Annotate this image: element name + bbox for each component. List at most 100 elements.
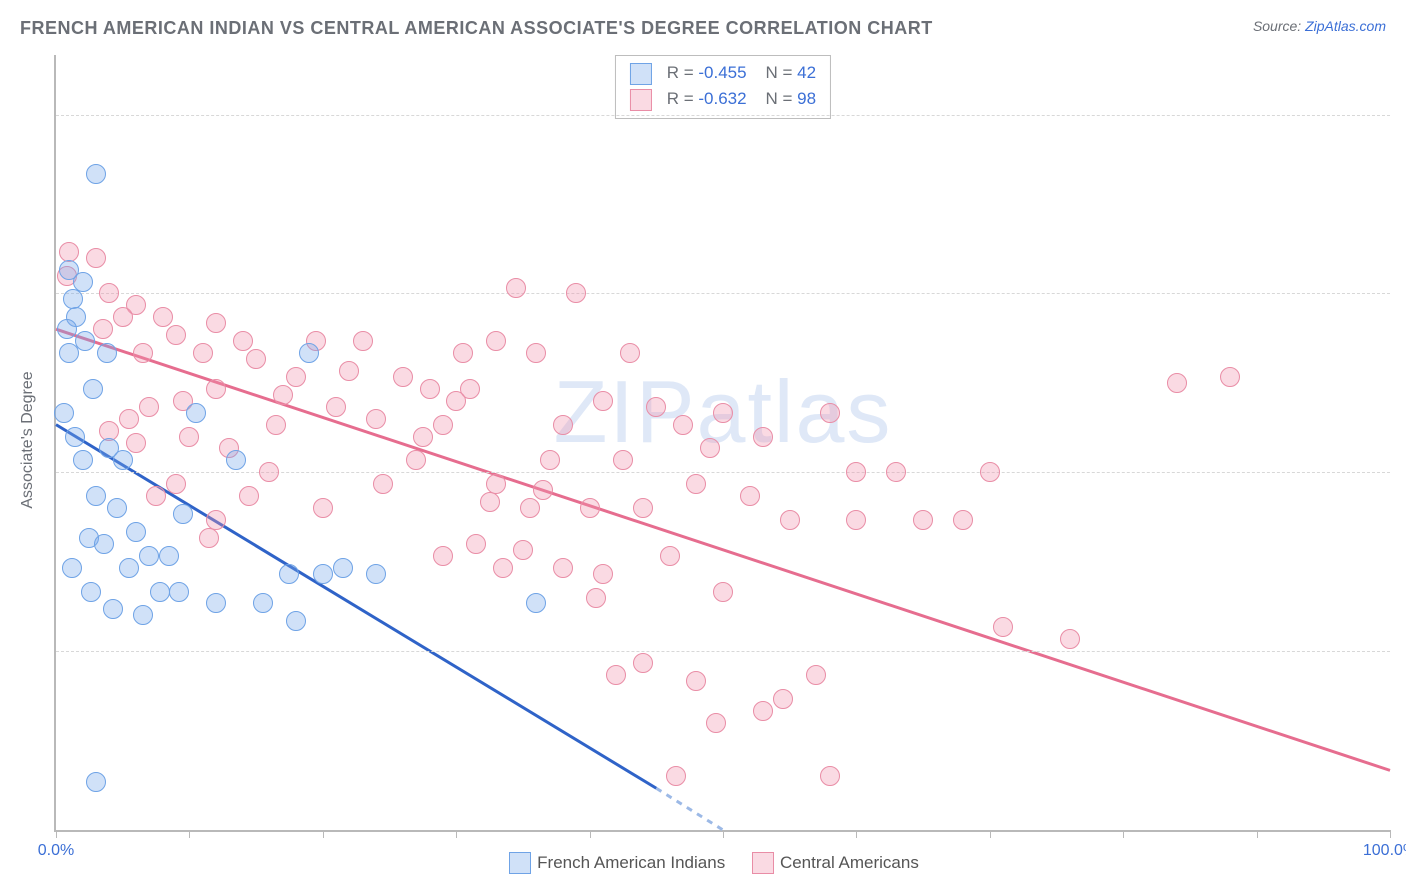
scatter-point-b	[953, 510, 973, 530]
source-link[interactable]: ZipAtlas.com	[1305, 18, 1386, 34]
scatter-point-a	[99, 438, 119, 458]
x-tick	[1257, 830, 1258, 838]
chart-plot-area: ZIPatlas R = -0.455 N = 42 R = -0.632 N …	[54, 55, 1390, 832]
scatter-point-b	[173, 391, 193, 411]
scatter-point-b	[520, 498, 540, 518]
scatter-point-b	[206, 510, 226, 530]
scatter-point-b	[753, 427, 773, 447]
x-tick	[990, 830, 991, 838]
r-value-a: -0.455	[698, 63, 746, 82]
correlation-row-a: R = -0.455 N = 42	[630, 60, 816, 86]
scatter-point-b	[1167, 373, 1187, 393]
y-axis-title: Associate's Degree	[19, 371, 37, 508]
scatter-point-b	[59, 242, 79, 262]
scatter-point-b	[433, 546, 453, 566]
scatter-point-a	[66, 307, 86, 327]
scatter-point-a	[86, 164, 106, 184]
scatter-point-a	[526, 593, 546, 613]
scatter-point-b	[666, 766, 686, 786]
scatter-point-b	[646, 397, 666, 417]
scatter-point-b	[513, 540, 533, 560]
scatter-point-b	[620, 343, 640, 363]
scatter-point-a	[59, 260, 79, 280]
scatter-point-a	[206, 593, 226, 613]
scatter-point-a	[313, 564, 333, 584]
legend-label-a: French American Indians	[537, 853, 725, 872]
x-tick	[723, 830, 724, 838]
y-tick-label: 15.0%	[1400, 642, 1406, 660]
scatter-point-b	[266, 415, 286, 435]
scatter-point-a	[119, 558, 139, 578]
r-label-a: R =	[667, 63, 699, 82]
scatter-point-b	[166, 325, 186, 345]
scatter-point-b	[326, 397, 346, 417]
scatter-point-b	[593, 564, 613, 584]
swatch-series-b-bottom	[752, 852, 774, 874]
scatter-point-a	[173, 504, 193, 524]
scatter-point-a	[94, 534, 114, 554]
scatter-point-b	[373, 474, 393, 494]
source-prefix: Source:	[1253, 18, 1305, 34]
scatter-point-a	[73, 450, 93, 470]
scatter-point-a	[139, 546, 159, 566]
scatter-point-b	[706, 713, 726, 733]
scatter-point-a	[73, 272, 93, 292]
scatter-point-a	[97, 343, 117, 363]
x-tick	[323, 830, 324, 838]
scatter-point-b	[486, 474, 506, 494]
scatter-point-a	[86, 772, 106, 792]
scatter-point-b	[613, 450, 633, 470]
scatter-point-b	[740, 486, 760, 506]
scatter-point-a	[186, 403, 206, 423]
swatch-series-a-bottom	[509, 852, 531, 874]
source-label: Source: ZipAtlas.com	[1253, 18, 1386, 34]
scatter-point-b	[193, 343, 213, 363]
scatter-point-b	[146, 486, 166, 506]
x-tick	[590, 830, 591, 838]
scatter-point-a	[103, 599, 123, 619]
scatter-point-a	[83, 379, 103, 399]
x-tick	[189, 830, 190, 838]
scatter-point-b	[139, 397, 159, 417]
legend-bottom: French American Indians Central American…	[0, 852, 1406, 874]
scatter-point-b	[820, 403, 840, 423]
x-tick	[56, 830, 57, 838]
scatter-point-a	[226, 450, 246, 470]
scatter-point-a	[169, 582, 189, 602]
scatter-point-b	[580, 498, 600, 518]
scatter-point-a	[333, 558, 353, 578]
scatter-point-b	[339, 361, 359, 381]
scatter-point-b	[366, 409, 386, 429]
scatter-point-a	[366, 564, 386, 584]
scatter-point-b	[306, 331, 326, 351]
scatter-point-b	[413, 427, 433, 447]
scatter-point-b	[660, 546, 680, 566]
scatter-point-b	[393, 367, 413, 387]
scatter-point-b	[199, 528, 219, 548]
scatter-point-b	[686, 671, 706, 691]
scatter-point-a	[126, 522, 146, 542]
scatter-point-b	[206, 379, 226, 399]
scatter-point-b	[533, 480, 553, 500]
scatter-point-b	[179, 427, 199, 447]
scatter-point-a	[81, 582, 101, 602]
scatter-point-b	[353, 331, 373, 351]
scatter-point-b	[780, 510, 800, 530]
n-label-a: N =	[765, 63, 797, 82]
scatter-point-b	[486, 331, 506, 351]
scatter-point-b	[86, 248, 106, 268]
scatter-point-a	[159, 546, 179, 566]
scatter-point-a	[286, 611, 306, 631]
trend-lines-layer	[56, 55, 1390, 830]
scatter-point-b	[773, 689, 793, 709]
x-tick	[856, 830, 857, 838]
scatter-point-b	[713, 582, 733, 602]
scatter-point-b	[753, 701, 773, 721]
scatter-point-b	[713, 403, 733, 423]
legend-label-b: Central Americans	[780, 853, 919, 872]
scatter-point-b	[446, 391, 466, 411]
scatter-point-b	[206, 313, 226, 333]
swatch-series-b	[630, 89, 652, 111]
scatter-point-b	[700, 438, 720, 458]
scatter-point-a	[57, 319, 77, 339]
